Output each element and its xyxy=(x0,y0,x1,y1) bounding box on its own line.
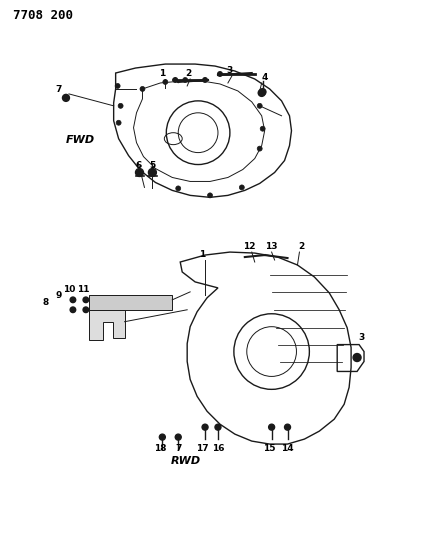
Text: 2: 2 xyxy=(185,69,191,78)
Circle shape xyxy=(202,77,208,83)
Circle shape xyxy=(217,71,223,77)
Circle shape xyxy=(149,168,156,176)
Circle shape xyxy=(259,88,267,96)
Text: 7708 200: 7708 200 xyxy=(13,9,73,22)
Circle shape xyxy=(260,126,265,131)
Text: 14: 14 xyxy=(281,444,294,453)
PathPatch shape xyxy=(89,295,172,310)
Text: 3: 3 xyxy=(227,66,233,75)
Circle shape xyxy=(208,193,213,198)
Circle shape xyxy=(136,168,143,176)
Circle shape xyxy=(285,424,291,430)
Text: 1: 1 xyxy=(159,69,166,78)
Text: 6: 6 xyxy=(136,160,142,169)
Circle shape xyxy=(257,103,262,108)
Text: 11: 11 xyxy=(77,285,89,294)
Circle shape xyxy=(116,120,121,125)
Circle shape xyxy=(353,353,361,361)
Circle shape xyxy=(175,434,181,440)
Circle shape xyxy=(202,424,208,430)
Text: 17: 17 xyxy=(196,444,208,453)
Circle shape xyxy=(183,77,187,83)
Circle shape xyxy=(115,84,120,88)
PathPatch shape xyxy=(89,310,125,340)
Text: 10: 10 xyxy=(63,285,75,294)
Text: 13: 13 xyxy=(265,242,278,251)
Circle shape xyxy=(269,424,275,430)
Circle shape xyxy=(70,297,76,303)
Circle shape xyxy=(257,146,262,151)
Text: 7: 7 xyxy=(56,85,62,94)
Text: FWD: FWD xyxy=(66,135,95,144)
Text: 8: 8 xyxy=(43,298,49,307)
Circle shape xyxy=(215,424,221,430)
Circle shape xyxy=(159,434,165,440)
Circle shape xyxy=(83,307,89,312)
Circle shape xyxy=(239,185,244,190)
Circle shape xyxy=(70,307,76,312)
Text: 3: 3 xyxy=(358,333,364,342)
Circle shape xyxy=(163,79,168,84)
Text: 16: 16 xyxy=(212,444,224,453)
Circle shape xyxy=(140,86,145,92)
Text: RWD: RWD xyxy=(170,456,200,466)
Text: 15: 15 xyxy=(263,444,276,453)
Text: 5: 5 xyxy=(149,160,155,169)
Text: 2: 2 xyxy=(298,242,305,251)
Circle shape xyxy=(176,186,181,191)
Text: 18: 18 xyxy=(154,444,166,453)
Text: 4: 4 xyxy=(262,73,268,82)
Text: 7: 7 xyxy=(175,444,181,453)
Circle shape xyxy=(62,94,69,101)
Text: 12: 12 xyxy=(244,242,256,251)
Circle shape xyxy=(172,77,178,83)
Circle shape xyxy=(118,103,123,108)
Circle shape xyxy=(83,297,89,303)
Circle shape xyxy=(258,90,265,96)
Text: 1: 1 xyxy=(199,250,205,259)
Text: 9: 9 xyxy=(56,291,62,300)
